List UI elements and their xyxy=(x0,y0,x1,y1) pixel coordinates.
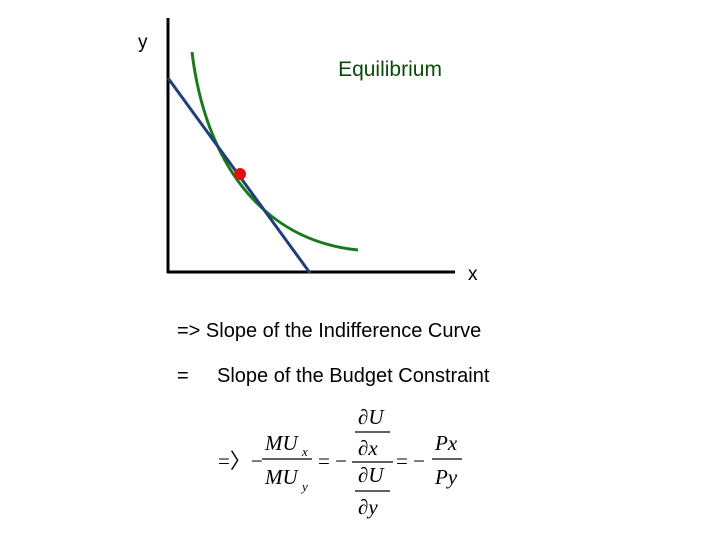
formula-term: ∂x xyxy=(358,436,378,460)
formula-term: = − xyxy=(396,449,425,473)
formula-term: Px xyxy=(434,431,458,455)
formula-subscript: x xyxy=(301,444,308,459)
x-label: x xyxy=(468,264,478,285)
statement-equals: = xyxy=(177,365,189,387)
formula-term: ∂U xyxy=(358,463,385,487)
y-label: y xyxy=(138,32,148,53)
formula-term: Py xyxy=(434,465,458,489)
formula-term: MU xyxy=(264,465,299,489)
formula-term: = − xyxy=(318,449,347,473)
annotation: Equilibrium xyxy=(338,58,442,81)
indifference-curve xyxy=(190,51,359,252)
formula-term: ∂y xyxy=(358,495,378,519)
formula-subscript: y xyxy=(300,479,308,494)
formula-term: MU xyxy=(264,431,299,455)
statement: Slope of the Budget Constraint xyxy=(217,365,490,387)
formula-term: =〉− xyxy=(218,449,263,473)
equilibrium-point xyxy=(234,168,246,180)
formula-term: ∂U xyxy=(358,405,385,429)
statement: => Slope of the Indifference Curve xyxy=(177,320,481,342)
